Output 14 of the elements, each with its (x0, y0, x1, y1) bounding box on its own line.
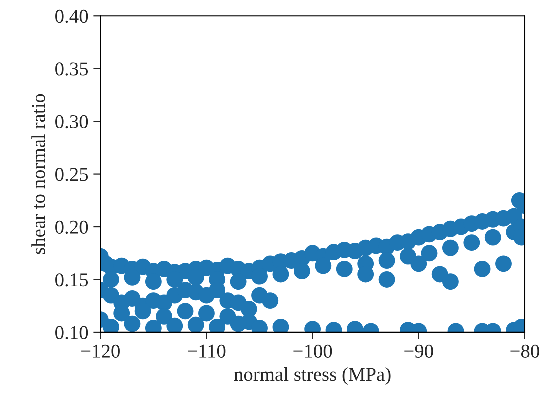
x-tick-label: −100 (294, 344, 332, 358)
x-tick-label: −110 (188, 344, 226, 358)
x-axis-title: normal stress (MPa) (234, 367, 391, 386)
x-tick-label: −90 (404, 344, 434, 358)
y-tick-label: 0.40 (56, 10, 88, 24)
x-tick-label: −120 (82, 344, 120, 358)
x-tick-label: −80 (510, 344, 540, 358)
y-tick-label: 0.20 (56, 220, 88, 234)
y-tick-label: 0.10 (56, 326, 88, 340)
y-tick-label: 0.30 (56, 115, 88, 129)
y-tick-label: 0.15 (56, 274, 88, 287)
y-tick-label: 0.25 (56, 168, 88, 182)
y-axis-title: shear to normal ratio (32, 94, 46, 254)
y-tick-label: 0.35 (56, 62, 88, 76)
